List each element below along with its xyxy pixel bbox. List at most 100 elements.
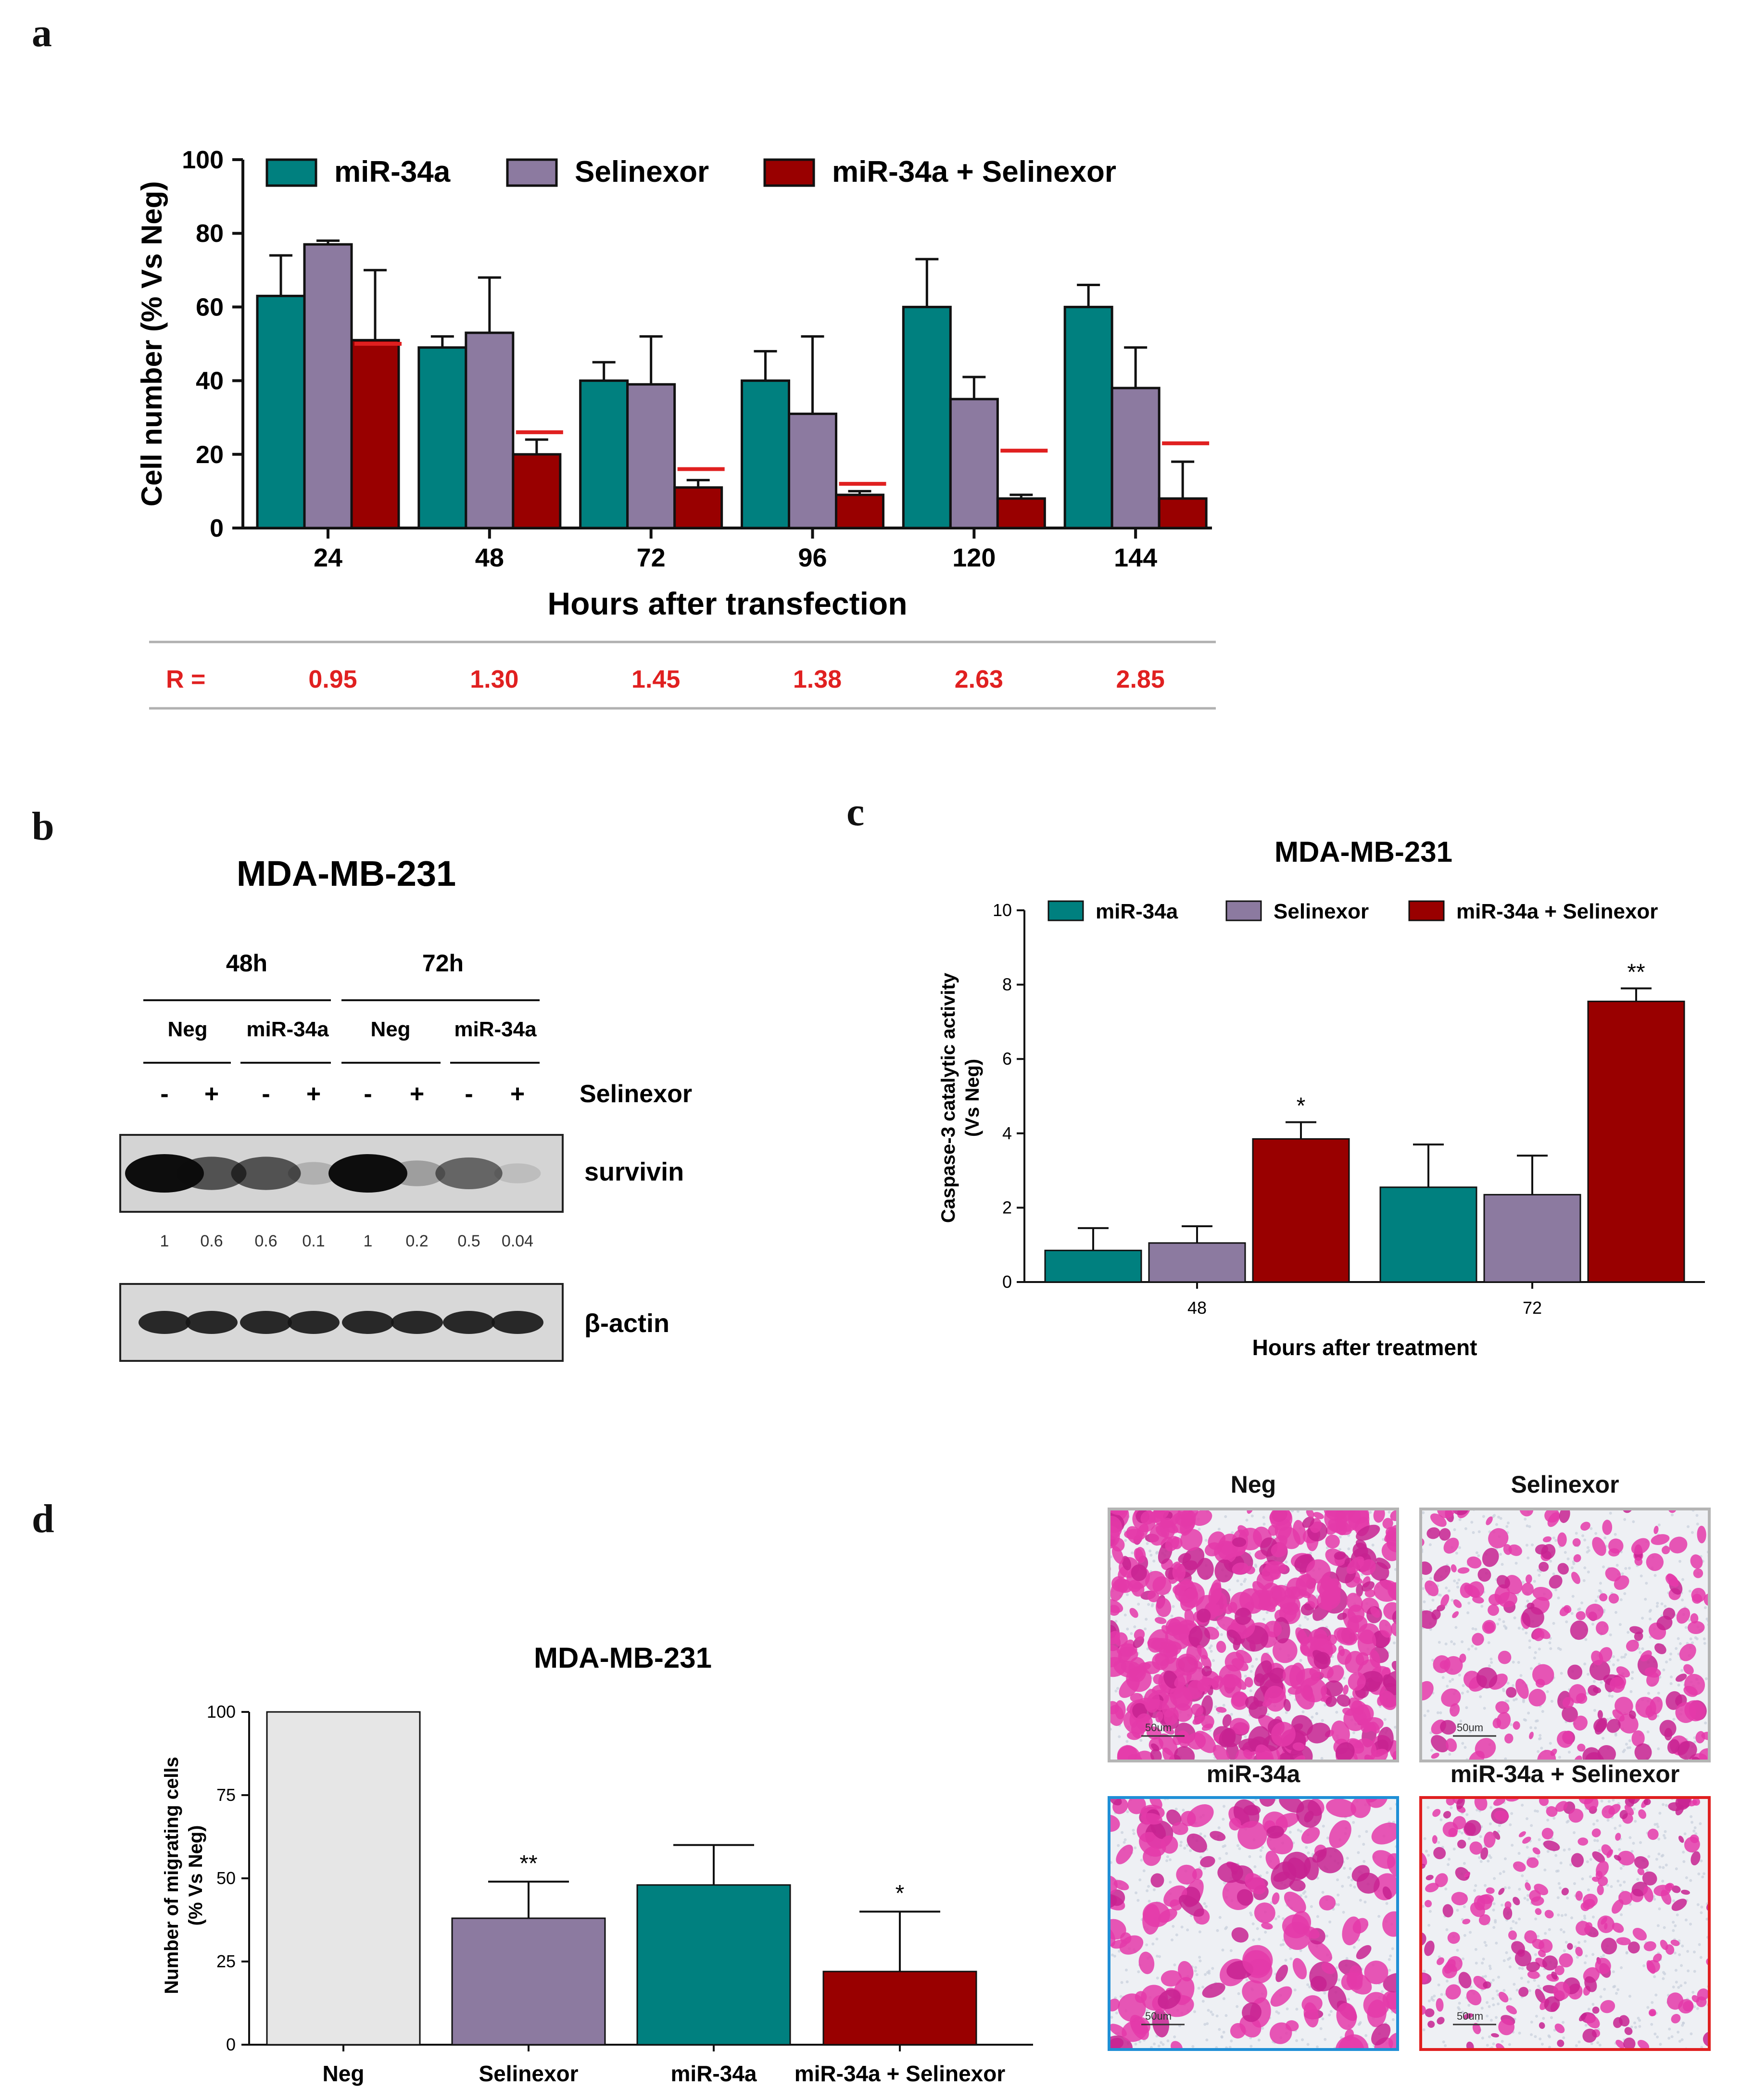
micrograph-pore [1699,1956,1703,1959]
micrograph-pore [1218,1857,1222,1860]
micrograph-pore [1703,1606,1707,1610]
micrograph-cell [1643,1886,1653,1902]
micrograph-pore [1636,1878,1640,1881]
micrograph-pore [1493,1877,1496,1880]
micrograph-pore [1536,1719,1539,1723]
micrograph-pore [1249,1670,1253,1673]
micrograph-pore [1681,1578,1684,1581]
micrograph-cell [1479,1894,1494,1904]
micrograph-pore [1254,1565,1258,1568]
micrograph-pore [1456,1949,1459,1952]
micrograph-pore [1315,1595,1319,1598]
micrograph-cell [1521,1583,1534,1596]
micrograph-pore [1552,1816,1556,1820]
micrograph-pore [1684,1626,1688,1629]
micrograph-pore [1114,1620,1118,1623]
micrograph-pore [1682,2022,1685,2025]
micrograph-pore [1560,1672,1563,1675]
micrograph-pore [1557,1882,1561,1885]
micrograph-pore [1349,1884,1352,1887]
micrograph-pore [1632,1520,1635,1523]
micrograph-pore [1591,1622,1594,1626]
micrograph-pore [1565,1620,1568,1623]
micrograph-pore [1540,2042,1544,2046]
micrograph-pore [1179,1844,1182,1847]
micrograph-pore [1338,1548,1342,1551]
micrograph-pore [1156,1550,1159,1554]
micrograph-pore [1612,1970,1615,1974]
micrograph-pore [1429,1609,1432,1612]
micrograph-pore [1602,1736,1605,1740]
micrograph-pore [1548,1928,1551,1931]
micrograph-pore [1266,1713,1270,1716]
micrograph-pore [1144,1627,1147,1631]
micrograph-pore [1461,1691,1464,1695]
micrograph-cell [1348,1672,1366,1691]
micrograph-pore [1534,1917,1538,1921]
micrograph-pore [1594,1599,1598,1602]
d-y-tick-label: 100 [207,1702,236,1722]
micrograph-pore [1453,1528,1456,1532]
micrograph-pore [1499,1553,1502,1556]
micrograph-pore [1262,1516,1265,1519]
micrograph-pore [1612,1663,1615,1667]
micrograph-pore [1335,1710,1338,1714]
micrograph-pore [1454,1626,1458,1629]
a-bar-mir-34a-selinexor [996,497,1046,529]
micrograph-cell [1697,1525,1706,1544]
micrograph-cell [1346,1972,1372,1995]
c-legend-label: Selinexor [1274,900,1369,923]
micrograph-pore [1526,1524,1529,1528]
micrograph-cell [1329,1820,1351,1849]
micrograph-pore [1306,1617,1309,1621]
micrograph-cell [1457,1839,1466,1849]
micrograph-pore [1431,1598,1435,1602]
micrograph-cell [1356,1873,1380,1894]
micrograph-pore [1656,1602,1659,1605]
micrograph-cell [1450,1703,1460,1717]
micrograph-pore [1251,1665,1254,1668]
micrograph-cell [1222,1714,1232,1727]
micrograph-pore [1497,1975,1501,1979]
micrograph-pore [1237,1992,1240,1995]
micrograph-cell [1324,1680,1343,1697]
micrograph-pore [1548,2046,1551,2049]
micrograph-pore [1474,1628,1477,1631]
micrograph-cell [1196,1609,1211,1623]
micrograph-pore [1565,1821,1569,1824]
micrograph-cell [1584,1976,1597,1992]
micrograph-pore [1145,2009,1148,2012]
micrograph-cell [1112,1546,1124,1564]
micrograph-cell [1436,1998,1444,2012]
micrograph-pore [1350,1878,1354,1882]
micrograph-pore [1133,1625,1136,1628]
micrograph-pore [1123,1838,1127,1841]
blot-survivin-band [328,1154,407,1193]
micrograph-cell [1482,1620,1496,1634]
micrograph-pore [1459,1719,1463,1723]
blot-quant-value: 0.5 [457,1232,480,1250]
micrograph-cell [1508,1930,1517,1940]
micrograph-pore [1224,1515,1227,1518]
c-title: MDA-MB-231 [1274,836,1452,868]
micrograph-pore [1241,1647,1244,1651]
micrograph-cell [1453,1599,1462,1608]
micrograph-pore [1704,1721,1707,1724]
micrograph-cell [1262,1583,1283,1607]
micrograph-pore [1222,2031,1225,2034]
micrograph-cell [1150,1873,1164,1887]
micrograph-pore [1537,1750,1540,1753]
micrograph-cell [1525,1882,1531,1891]
blot-survivin-band [288,1162,340,1185]
micrograph-pore [1501,1563,1504,1566]
micrograph-pore [1662,1834,1665,1837]
d-x-tick-label: miR-34a + Selinexor [795,2061,1006,2086]
blot-quant-value: 0.6 [254,1232,277,1250]
c-y-tick-label: 2 [1002,1197,1012,1217]
micrograph-cell [1337,1694,1351,1707]
a-bar-selinexor [788,413,837,529]
micrograph-pore [1544,1932,1547,1935]
micrograph-pore [1458,1546,1461,1549]
micrograph-pore [1304,1895,1308,1899]
micrograph-pore [1514,1921,1518,1924]
